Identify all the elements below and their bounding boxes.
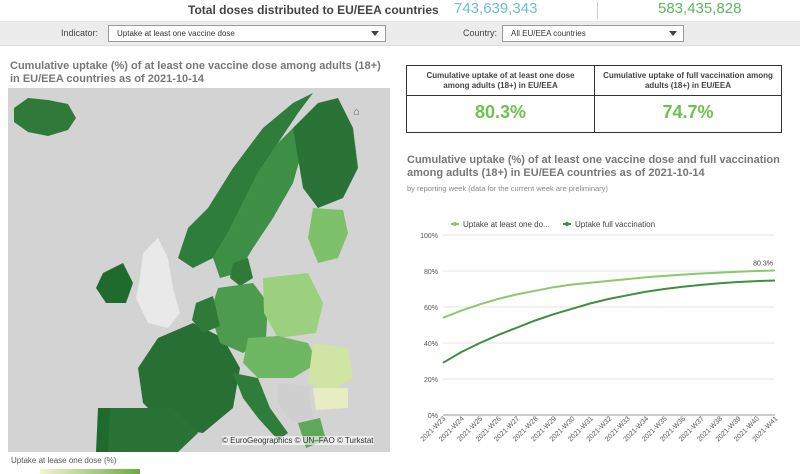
- y-tick-label: 80%: [424, 269, 438, 276]
- uptake-line-chart[interactable]: 0%20%40%60%80%100%2021-W232021-W242021-W…: [407, 214, 792, 472]
- header-bar: Total doses distributed to EU/EEA countr…: [0, 0, 800, 22]
- filter-bar: Indicator: Uptake at least one vaccine d…: [0, 22, 800, 46]
- chart-title: Cumulative uptake (%) of at least one va…: [407, 154, 780, 179]
- map-region-portugal[interactable]: [96, 408, 110, 452]
- map-region-spain[interactable]: [98, 408, 198, 452]
- map-legend-bar: [40, 469, 140, 474]
- kpi-one-dose: Cumulative uptake of at least one dose a…: [407, 66, 595, 132]
- indicator-label: Indicator:: [61, 28, 99, 38]
- kpi-one-dose-label: Cumulative uptake of at least one dose a…: [407, 66, 594, 96]
- doses-administered-value: 583,435,828: [658, 0, 742, 17]
- legend-marker: [565, 222, 569, 226]
- indicator-select-value: Uptake at least one vaccine dose: [117, 29, 235, 38]
- map-region-baltics[interactable]: [308, 208, 348, 263]
- legend-label[interactable]: Uptake full vaccination: [575, 220, 655, 229]
- kpi-full-vaccination-label: Cumulative uptake of full vaccination am…: [595, 66, 781, 96]
- chart-subtitle: by reporting week (data for the current …: [407, 184, 608, 193]
- map-region-central[interactable]: [243, 336, 318, 378]
- map-region-norway[interactable]: [178, 93, 313, 268]
- header-divider: [597, 2, 598, 19]
- choropleth-map[interactable]: [8, 88, 390, 452]
- map-title: Cumulative uptake (%) of at least one va…: [10, 60, 381, 85]
- map-region-finland[interactable]: [293, 98, 358, 208]
- header-title: Total doses distributed to EU/EEA countr…: [188, 3, 439, 17]
- map-region-sweden[interactable]: [213, 128, 303, 278]
- y-tick-label: 60%: [424, 305, 438, 312]
- map-region-france[interactable]: [138, 323, 240, 433]
- chevron-down-icon: [371, 31, 379, 36]
- series-end-label: 80.3%: [753, 260, 773, 267]
- map-region-iceland[interactable]: [14, 98, 76, 136]
- kpi-one-dose-value: 80.3%: [474, 102, 527, 122]
- map-region-bulgaria[interactable]: [313, 388, 348, 410]
- map-region-benelux[interactable]: [192, 296, 220, 333]
- map-copyright: © EuroGeographics © UN–FAO © Turkstat: [222, 436, 374, 445]
- map-region-uk: [136, 238, 180, 328]
- kpi-table: Cumulative uptake of at least one dose a…: [406, 65, 782, 133]
- map-region-denmark[interactable]: [230, 258, 253, 286]
- kpi-full-vaccination-value: 74.7%: [662, 102, 714, 122]
- legend-marker: [453, 222, 457, 226]
- kpi-full-vaccination: Cumulative uptake of full vaccination am…: [595, 66, 781, 132]
- map-region-germany[interactable]: [210, 283, 268, 353]
- country-select-value: All EU/EEA countries: [511, 29, 586, 38]
- map-legend-label: Uptake at lease one dose (%): [11, 456, 117, 465]
- map-region-balkans: [278, 383, 313, 423]
- y-tick-label: 100%: [420, 233, 438, 240]
- series-line-1[interactable]: [442, 269, 776, 319]
- country-select[interactable]: All EU/EEA countries: [502, 25, 684, 42]
- y-tick-label: 0%: [428, 413, 438, 420]
- map-region-italy[interactable]: [233, 373, 288, 440]
- map-region-ireland[interactable]: [96, 263, 133, 303]
- map-region-poland[interactable]: [263, 273, 323, 338]
- doses-distributed-value: 743,639,343: [454, 0, 538, 17]
- chevron-down-icon: [669, 31, 677, 36]
- map-region-romania[interactable]: [308, 343, 353, 393]
- home-icon[interactable]: ⌂: [353, 106, 360, 118]
- series-line-2[interactable]: [442, 279, 776, 364]
- country-label: Country:: [463, 28, 498, 38]
- indicator-select[interactable]: Uptake at least one vaccine dose: [108, 25, 386, 42]
- y-tick-label: 40%: [424, 341, 438, 348]
- map-svg: [14, 93, 358, 452]
- legend-label[interactable]: Uptake at least one do...: [463, 220, 550, 229]
- y-tick-label: 20%: [424, 377, 438, 384]
